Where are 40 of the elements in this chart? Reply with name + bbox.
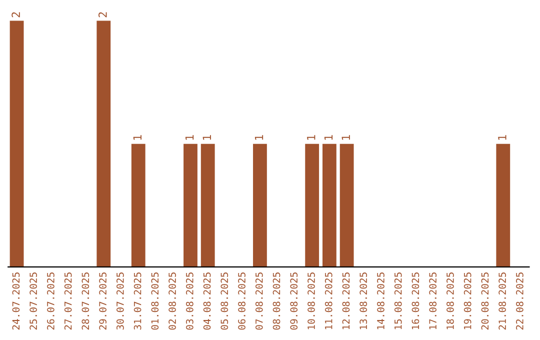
data-label: 2 [12, 12, 20, 18]
x-tick-label: 16.08.2025 [412, 272, 420, 330]
data-label: 1 [498, 135, 506, 140]
x-tick-label: 03.08.2025 [186, 272, 194, 330]
x-tick-label: 29.07.2025 [99, 272, 106, 330]
x-tick-label: 02.08.2025 [168, 272, 176, 330]
x-tick-label: 18.08.2025 [446, 272, 454, 330]
x-tick-label: 12.08.2025 [342, 272, 350, 330]
data-label: 1 [342, 135, 350, 140]
x-tick-label: 05.08.2025 [220, 272, 228, 330]
data-label: 1 [254, 135, 264, 140]
data-label: 1 [133, 135, 142, 140]
x-tick-label: 21.08.2025 [498, 272, 506, 330]
data-label: 1 [202, 135, 211, 140]
data-label: 2 [98, 12, 107, 18]
x-tick-label: 07.08.2025 [255, 272, 263, 330]
x-tick-label: 15.08.2025 [394, 272, 402, 330]
x-tick-label: 10.08.2025 [308, 272, 315, 330]
x-tick-label: 19.08.2025 [464, 272, 472, 330]
x-tick-label: 14.08.2025 [377, 272, 384, 330]
data-label: 1 [307, 135, 316, 140]
x-tick-label: 04.08.2025 [203, 272, 211, 330]
x-tick-label: 31.07.2025 [134, 272, 142, 330]
x-tick-label: 28.07.2025 [82, 272, 90, 330]
x-tick-label: 01.08.2025 [151, 272, 159, 330]
x-tick-label: 27.07.2025 [64, 272, 72, 330]
x-tick-label: 09.08.2025 [290, 272, 298, 330]
x-tick-label: 11.08.2025 [324, 272, 332, 330]
x-tick-label: 22.08.2025 [516, 272, 524, 330]
x-tick-label: 13.08.2025 [360, 272, 368, 330]
x-tick-label: 08.08.2025 [272, 272, 280, 330]
data-label: 1 [185, 135, 194, 140]
x-tick-label: 24.07.2025 [12, 272, 20, 330]
x-tick-label: 17.08.2025 [429, 272, 437, 330]
x-tick-label: 26.07.2025 [47, 272, 54, 330]
x-tick-label: 06.08.2025 [238, 272, 246, 330]
data-label: 1 [324, 135, 333, 140]
x-tick-label: 25.07.2025 [30, 272, 37, 330]
x-tick-label: 30.07.2025 [116, 272, 124, 330]
x-tick-label: 20.08.2025 [481, 272, 489, 330]
